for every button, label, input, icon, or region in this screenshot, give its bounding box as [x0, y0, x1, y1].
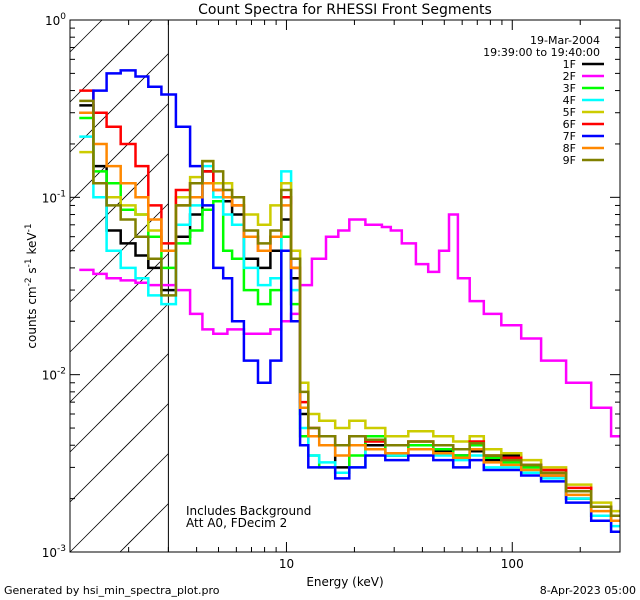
legend-label: 3F — [563, 82, 576, 95]
series-line-8F — [79, 111, 620, 523]
hatch-line — [69, 403, 169, 503]
y-tick-label: 100 — [45, 12, 66, 28]
y-label-sup3: -1 — [24, 223, 34, 232]
footer-generated-by: Generated by hsi_min_spectra_plot.pro — [4, 584, 220, 597]
legend-label: 8F — [563, 142, 576, 155]
hatch-line — [69, 303, 169, 403]
x-tick-label: 100 — [501, 557, 524, 571]
legend-label: 4F — [563, 94, 576, 107]
legend-label: 2F — [563, 70, 576, 83]
time-range-label: 19:39:00 to 19:40:00 — [483, 46, 600, 59]
hatch-line — [119, 503, 169, 553]
y-axis-label: counts cm-2 s-1 keV-1 — [24, 223, 39, 348]
y-tick-label: 10-1 — [42, 189, 66, 205]
legend-label: 9F — [563, 154, 576, 167]
tick-marks — [70, 19, 621, 553]
hatch-line — [69, 19, 153, 103]
legend-label: 7F — [563, 130, 576, 143]
series-layer — [79, 69, 620, 534]
hatch-line — [69, 153, 169, 253]
series-line-1F — [79, 104, 620, 523]
x-tick-label: 10 — [279, 557, 294, 571]
y-tick-labels: 100 10-1 10-2 10-3 — [42, 12, 67, 560]
series-line-7F — [79, 69, 620, 534]
y-tick-label: 10-3 — [42, 544, 66, 560]
legend-label: 5F — [563, 106, 576, 119]
y-label-sup1: -2 — [24, 277, 34, 286]
footer-timestamp: 8-Apr-2023 05:00 — [540, 584, 636, 597]
x-tick-labels: 10 100 — [279, 557, 524, 571]
y-label-mid: s — [25, 267, 39, 277]
series-line-9F — [79, 99, 620, 518]
annotation-attenuator: Att A0, FDecim 2 — [186, 516, 287, 530]
plot-frame — [69, 19, 621, 553]
hatch-line — [69, 103, 169, 203]
date-label: 19-Mar-2004 — [530, 34, 600, 47]
chart-title: Count Spectra for RHESSI Front Segments — [198, 2, 492, 18]
legend-label: 6F — [563, 118, 576, 131]
y-label-base: counts cm — [25, 286, 39, 348]
annotation-background: Includes Background — [186, 504, 311, 518]
hatch-line — [69, 253, 169, 353]
legend-label: 1F — [563, 58, 576, 71]
hatch-line — [69, 453, 169, 553]
y-label-unit: keV — [25, 232, 39, 259]
x-axis-label: Energy (keV) — [306, 575, 383, 589]
hatch-line — [69, 353, 169, 453]
y-label-sup2: -1 — [24, 258, 34, 267]
y-tick-label: 10-2 — [42, 367, 66, 383]
series-line-3F — [79, 116, 620, 518]
hatch-line — [69, 19, 103, 53]
